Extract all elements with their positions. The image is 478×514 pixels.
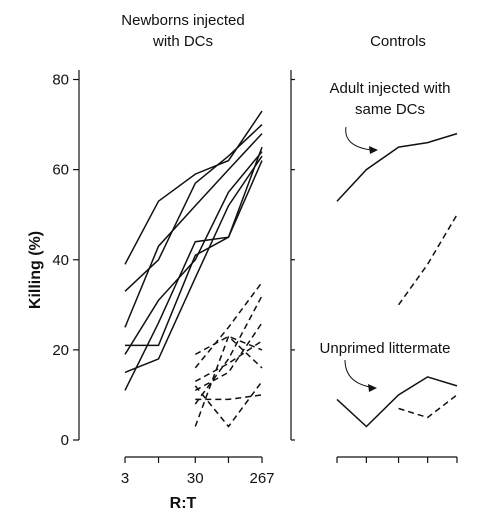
left-series-solid-line: [124, 151, 263, 355]
annotation-unprimed: Unprimed littermate: [320, 340, 451, 357]
left-series-solid-line: [124, 133, 263, 328]
x-axis-title: R:T: [170, 495, 197, 512]
left-series-solid-line: [124, 110, 263, 265]
arrowhead-adult: [369, 146, 378, 154]
y-tick-label: 20: [52, 342, 69, 359]
left-series-solid-line: [124, 155, 263, 374]
arrow-adult: [345, 126, 372, 151]
right-series-dashed-line: [397, 214, 458, 306]
left-series-solid-line: [124, 124, 263, 292]
x-tick-label: 3: [121, 470, 129, 487]
left-series-dashed-line: [194, 380, 263, 428]
left-panel-title-line-2: with DCs: [152, 33, 213, 50]
left-series-dashed-line: [195, 394, 263, 401]
annotation-adult-line-2: same DCs: [355, 101, 425, 118]
y-tick-label: 40: [52, 252, 69, 269]
left-series-dashed-line: [194, 335, 263, 427]
left-series-dashed-line: [194, 322, 263, 392]
y-tick-label: 60: [52, 162, 69, 179]
left-series-solid-line: [124, 160, 263, 391]
left-panel-title-line-1: Newborns injected: [121, 12, 244, 29]
left-series-dashed-line: [194, 295, 263, 405]
left-series-dashed-line: [194, 281, 263, 369]
right-panel-title: Controls: [370, 33, 426, 50]
y-axis-title: Killing (%): [27, 231, 44, 309]
left-series-dashed-line: [194, 335, 263, 356]
left-series-dashed-line: [194, 340, 263, 383]
right-series-solid-line: [336, 376, 458, 428]
right-series-dashed-line: [398, 394, 458, 419]
y-tick-label: 80: [52, 72, 69, 89]
x-tick-label: 267: [249, 470, 274, 487]
x-tick-label: 30: [187, 470, 204, 487]
y-tick-label: 0: [61, 432, 69, 449]
arrowhead-unprimed: [368, 384, 377, 392]
arrow-unprimed: [344, 359, 371, 388]
right-series-solid-line: [336, 132, 458, 202]
annotation-adult-line-1: Adult injected with: [330, 80, 451, 97]
